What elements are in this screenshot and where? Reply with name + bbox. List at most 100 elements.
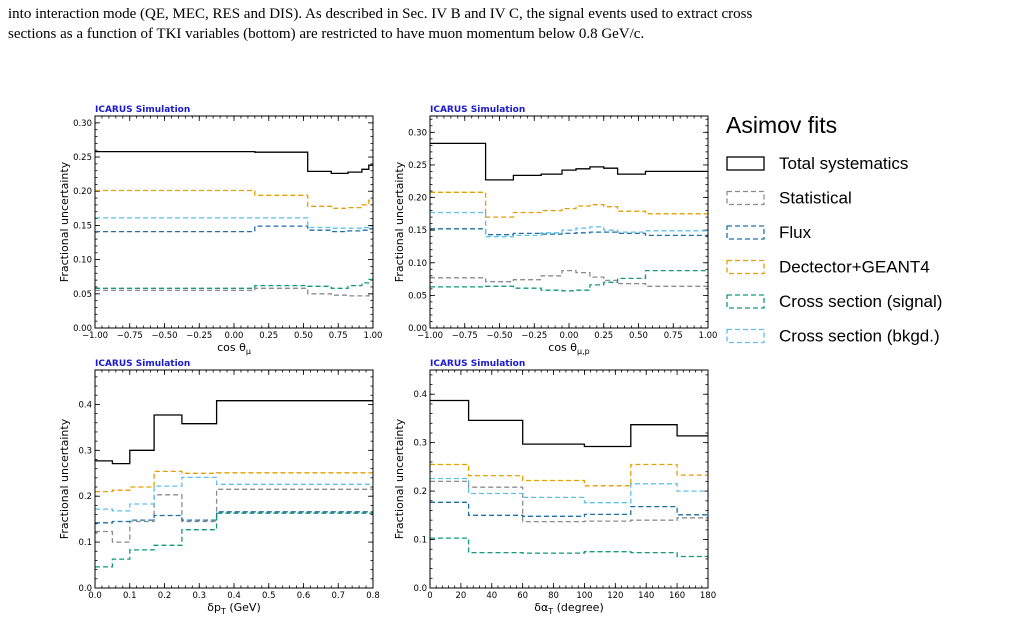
series-line-statistical — [430, 269, 708, 287]
y-tick-label: 0.1 — [78, 538, 92, 548]
x-tick-label: 140 — [638, 591, 654, 601]
series-line-total-systematics — [430, 142, 708, 181]
legend-swatch — [726, 294, 765, 309]
chart-panel-4: ICARUS Simulation 0 20 40 60 80 100 120 140 160 18… — [393, 359, 716, 616]
series-line-flux — [430, 501, 708, 517]
y-tick-label: 0.4 — [78, 400, 92, 410]
x-tick-label: 0.00 — [560, 331, 579, 341]
figure-caption: into interaction mode (QE, MEC, RES and … — [8, 4, 1018, 44]
y-tick-label: 0.2 — [413, 487, 427, 497]
y-tick-label: 0.20 — [408, 194, 427, 204]
legend-label: Dectector+GEANT4 — [779, 258, 930, 277]
x-tick-label: −0.75 — [117, 331, 143, 341]
x-tick-label: 0.6 — [297, 591, 311, 601]
caption-line: sections as a function of TKI variables … — [8, 26, 645, 42]
x-tick-label: −0.50 — [486, 331, 512, 341]
x-tick-label: 0.1 — [123, 591, 137, 601]
x-tick-label: 0.25 — [594, 331, 613, 341]
y-tick-label: 0.00 — [73, 324, 92, 334]
x-tick-label: 0.5 — [262, 591, 276, 601]
y-tick-label: 0.30 — [73, 119, 92, 129]
x-tick-label: 0.2 — [158, 591, 172, 601]
chart-panel-2: ICARUS Simulation −1.00 −0.75 −0.50 −0.25 0.0… — [393, 105, 717, 356]
y-tick-label: 0.10 — [408, 259, 427, 269]
legend-swatch — [726, 225, 765, 240]
x-tick-label: −1.00 — [417, 331, 443, 341]
series-line-statistical — [430, 480, 708, 523]
x-tick-label: 1.00 — [364, 331, 383, 341]
series-line-flux — [95, 511, 373, 524]
y-axis-label: Fractional uncertainty — [58, 418, 71, 539]
x-tick-label: 0.25 — [259, 331, 278, 341]
x-axis-label: δpT (GeV) — [207, 601, 261, 616]
x-axis-label: cos θμ — [217, 341, 251, 356]
brand-label: ICARUS Simulation — [95, 359, 190, 369]
x-axis-label: δαT (degree) — [534, 601, 604, 616]
plot-frame — [94, 115, 374, 329]
series-line-total-systematics — [95, 150, 373, 175]
series-line-dectector-geant4 — [430, 191, 708, 218]
y-tick-label: 0.3 — [413, 439, 427, 449]
series-line-flux — [430, 228, 708, 237]
y-tick-label: 0.25 — [408, 161, 427, 171]
y-tick-label: 0.30 — [408, 128, 427, 138]
x-tick-label: 0.75 — [664, 331, 683, 341]
y-tick-label: 0.25 — [73, 153, 92, 163]
series-line-cross-section-signal — [95, 512, 373, 568]
y-tick-label: 0.0 — [413, 584, 427, 594]
plot-frame — [429, 115, 709, 329]
caption-line: into interaction mode (QE, MEC, RES and … — [8, 6, 753, 22]
x-tick-label: 0.3 — [192, 591, 206, 601]
y-tick-label: 0.20 — [73, 187, 92, 197]
y-tick-label: 0.1 — [413, 536, 427, 546]
series-line-cross-section-bkgd — [95, 476, 373, 512]
x-axis-label: cos θμ,p — [548, 341, 589, 356]
legend-label: Cross section (bkgd.) — [779, 327, 940, 346]
series-line-total-systematics — [95, 400, 373, 465]
x-tick-label: −0.25 — [186, 331, 212, 341]
y-tick-label: 0.3 — [78, 446, 92, 456]
x-tick-label: 180 — [700, 591, 716, 601]
plot-frame — [429, 369, 709, 589]
legend-label: Flux — [779, 223, 812, 242]
y-axis-label: Fractional uncertainty — [393, 161, 406, 282]
legend-label: Statistical — [779, 189, 852, 208]
x-tick-label: 100 — [576, 591, 592, 601]
series-line-total-systematics — [430, 399, 708, 448]
series-line-cross-section-signal — [430, 537, 708, 558]
legend-swatch — [726, 190, 765, 206]
series-line-dectector-geant4 — [95, 470, 373, 493]
brand-label: ICARUS Simulation — [430, 359, 525, 369]
x-tick-label: −0.75 — [452, 331, 478, 341]
y-tick-label: 0.00 — [408, 324, 427, 334]
series-line-flux — [95, 225, 373, 233]
legend-swatch — [726, 259, 765, 275]
x-tick-label: −0.25 — [521, 331, 547, 341]
y-tick-label: 0.05 — [408, 291, 427, 301]
series-line-dectector-geant4 — [95, 189, 373, 209]
x-tick-label: 0.4 — [227, 591, 241, 601]
series-line-dectector-geant4 — [430, 463, 708, 487]
series-line-cross-section-bkgd — [430, 477, 708, 504]
legend-label: Total systematics — [779, 154, 908, 173]
y-axis-label: Fractional uncertainty — [393, 418, 406, 539]
x-tick-label: 0 — [427, 591, 432, 601]
series-line-cross-section-signal — [430, 269, 708, 292]
legend-swatch — [726, 328, 765, 344]
x-tick-label: 0.0 — [88, 591, 102, 601]
legend-swatch — [726, 156, 765, 171]
x-tick-label: 160 — [669, 591, 685, 601]
y-tick-label: 0.4 — [413, 390, 427, 400]
series-line-cross-section-bkgd — [95, 217, 373, 229]
legend-label: Cross section (signal) — [779, 292, 942, 311]
y-tick-label: 0.0 — [78, 584, 92, 594]
y-tick-label: 0.15 — [73, 221, 92, 231]
series-line-statistical — [95, 488, 373, 543]
x-tick-label: 0.00 — [225, 331, 244, 341]
legend: Asimov fits Total systematics Statistical F… — [726, 112, 942, 346]
x-tick-label: 0.8 — [366, 591, 380, 601]
series-line-cross-section-bkgd — [430, 211, 708, 238]
brand-label: ICARUS Simulation — [95, 105, 190, 115]
y-axis-label: Fractional uncertainty — [58, 161, 71, 282]
x-tick-label: 60 — [517, 591, 528, 601]
